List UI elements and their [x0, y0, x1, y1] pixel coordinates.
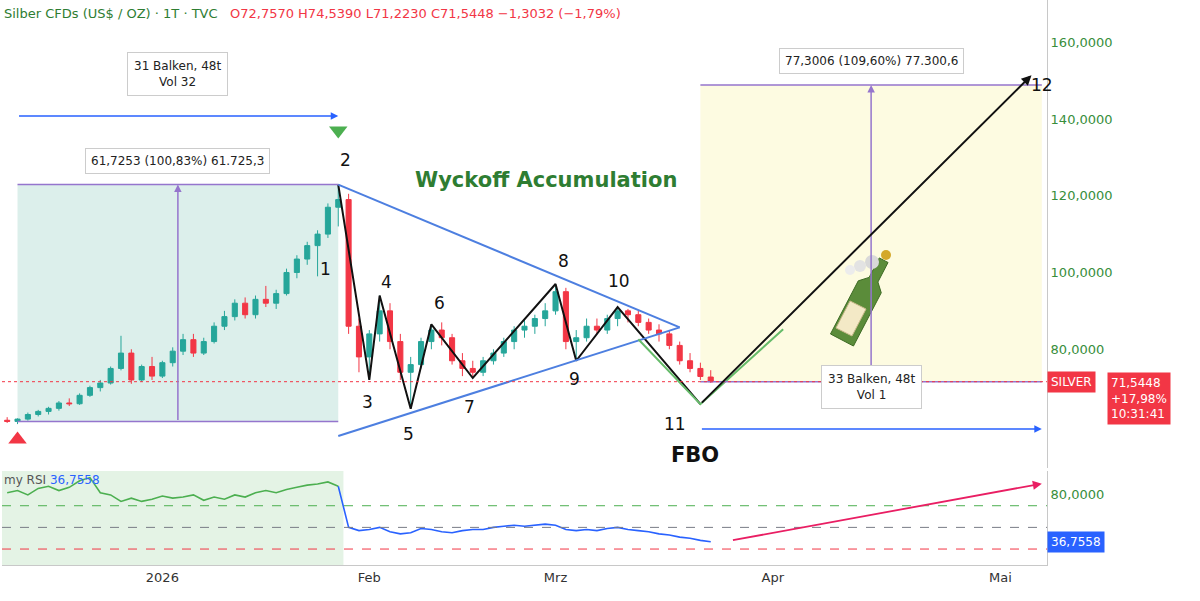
svg-text:Apr: Apr: [762, 570, 785, 585]
svg-text:6: 6: [434, 293, 445, 313]
svg-text:120,0000: 120,0000: [1051, 188, 1113, 203]
svg-text:11: 11: [664, 414, 686, 434]
svg-text:SILVER: SILVER: [1051, 375, 1092, 389]
svg-text:80,0000: 80,0000: [1051, 487, 1105, 502]
svg-text:Wyckoff Accumulation: Wyckoff Accumulation: [415, 168, 677, 192]
svg-text:Mrz: Mrz: [544, 570, 568, 585]
svg-text:4: 4: [381, 272, 392, 292]
svg-text:8: 8: [558, 251, 569, 271]
svg-text:1: 1: [320, 259, 331, 279]
svg-text:9: 9: [569, 369, 580, 389]
svg-text:Mai: Mai: [989, 570, 1012, 585]
svg-text:33 Balken, 48tVol 1: 33 Balken, 48tVol 1: [828, 372, 915, 402]
svg-text:77,3006 (109,60%) 77.300,6: 77,3006 (109,60%) 77.300,6: [785, 54, 958, 68]
svg-text:140,0000: 140,0000: [1051, 112, 1113, 127]
svg-text:71,5448+17,98%10:31:41: 71,5448+17,98%10:31:41: [1111, 376, 1167, 421]
svg-text:5: 5: [403, 424, 414, 444]
svg-text:80,0000: 80,0000: [1051, 342, 1105, 357]
svg-text:my RSI 36,7558: my RSI 36,7558: [4, 473, 100, 487]
svg-text:Feb: Feb: [358, 570, 381, 585]
svg-text:12: 12: [1031, 75, 1053, 95]
svg-text:160,0000: 160,0000: [1051, 35, 1113, 50]
svg-text:2026: 2026: [146, 570, 179, 585]
svg-text:31 Balken, 48tVol 32: 31 Balken, 48tVol 32: [134, 59, 221, 89]
svg-text:7: 7: [464, 397, 475, 417]
svg-text:10: 10: [608, 271, 630, 291]
svg-text:3: 3: [362, 392, 373, 412]
svg-text:61,7253 (100,83%) 61.725,3: 61,7253 (100,83%) 61.725,3: [91, 154, 264, 168]
svg-text:FBO: FBO: [671, 443, 719, 467]
svg-text:2: 2: [340, 150, 351, 170]
svg-text:36,7558: 36,7558: [1051, 535, 1101, 549]
svg-text:Silber CFDs (US$ / OZ) · 1T ·: Silber CFDs (US$ / OZ) · 1T · TVC O72,75…: [4, 6, 621, 21]
svg-text:100,0000: 100,0000: [1051, 265, 1113, 280]
